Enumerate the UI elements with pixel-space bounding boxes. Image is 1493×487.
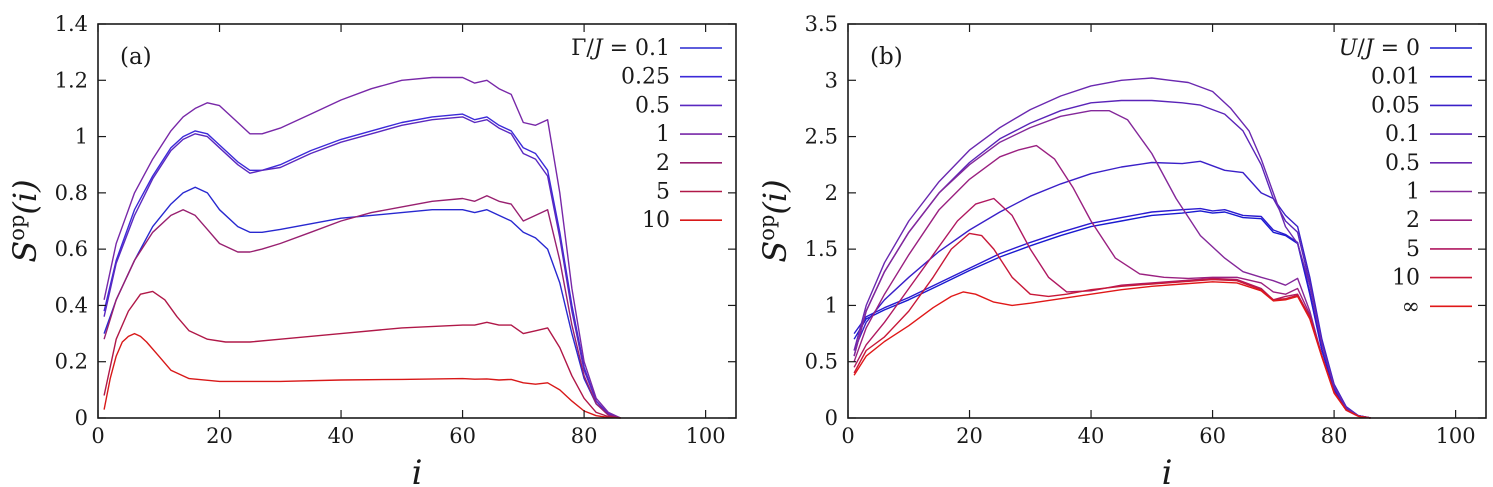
series-group (103, 76, 621, 419)
legend-label: 2 (1406, 208, 1420, 233)
legend-entry: ∞ (1402, 294, 1472, 319)
legend-entry: 5 (656, 180, 722, 205)
x-tick-label: 0 (91, 424, 104, 448)
y-tick-label: 1 (825, 293, 838, 317)
y-tick-label: 0.6 (55, 237, 88, 261)
panel-b: 0 20 40 60 80 100 0 0.5 1 1.5 2 2.5 3 3.5 (b) i Sop(i) U/… (755, 12, 1487, 487)
panel-label: (b) (870, 44, 903, 70)
y-tick-label: 1.5 (805, 237, 838, 261)
legend-entry: 0.01 (1371, 65, 1472, 90)
legend: Γ/J = 0.1 0.25 0.5 1 2 5 10 (571, 36, 722, 233)
y-tick-label: 0 (825, 406, 838, 430)
x-tick-label: 20 (956, 424, 983, 448)
y-tick-label: 2 (825, 181, 838, 205)
legend-label: 1 (1406, 180, 1420, 205)
legend-entry: 10 (1392, 266, 1472, 291)
series-line-6 (103, 332, 621, 419)
series-line-5 (853, 110, 1371, 419)
plot-frame (847, 23, 1487, 419)
x-tick-label: 20 (206, 424, 233, 448)
y-axis-label: Sop(i) (755, 179, 794, 262)
y-tick-label: 3.5 (805, 12, 838, 36)
legend-label: 0.1 (1385, 122, 1420, 147)
legend-label: 5 (1406, 237, 1420, 262)
x-axis-label: i (412, 453, 423, 487)
legend-label: 0.01 (1371, 65, 1420, 90)
series-group (853, 77, 1371, 419)
y-tick-label: 2.5 (805, 125, 838, 149)
panel-label: (a) (120, 44, 152, 70)
legend-label: 0.25 (621, 65, 670, 90)
y-tick-label: 0.8 (55, 181, 88, 205)
legend-label: ∞ (1402, 294, 1420, 319)
x-tick-label: 40 (1078, 424, 1105, 448)
series-line-3 (103, 76, 621, 419)
legend-label: 0.5 (1385, 151, 1420, 176)
legend-label: 10 (1392, 266, 1420, 291)
series-line-3 (853, 99, 1371, 419)
legend-entry: 0.05 (1371, 93, 1472, 118)
x-tick-label: 100 (686, 424, 726, 448)
legend-label: U/J = 0 (1339, 36, 1420, 61)
series-line-4 (103, 195, 621, 419)
x-tick-label: 100 (1436, 424, 1476, 448)
y-tick-label: 0.2 (55, 350, 88, 374)
legend-entry: 2 (656, 151, 722, 176)
legend-entry: 0.1 (1385, 122, 1472, 147)
series-line-2 (103, 116, 621, 419)
legend-entry: 0.5 (1385, 151, 1472, 176)
y-tick-label: 3 (825, 68, 838, 92)
series-line-0 (103, 186, 621, 419)
legend-label: 10 (642, 208, 670, 233)
legend-label: Γ/J = 0.1 (571, 36, 670, 61)
legend-entry: 1 (656, 122, 722, 147)
legend: U/J = 0 0.01 0.05 0.1 0.5 1 2 5 10 ∞ (1339, 36, 1472, 319)
y-tick-label: 0.4 (55, 293, 88, 317)
legend-entry: 0.25 (621, 65, 722, 90)
series-line-1 (853, 207, 1371, 419)
series-line-0 (853, 210, 1371, 419)
y-tick-label: 1.4 (55, 12, 88, 36)
legend-label: 0.05 (1371, 93, 1420, 118)
x-tick-label: 80 (1321, 424, 1348, 448)
y-tick-label: 1 (75, 125, 88, 149)
x-tick-label: 60 (449, 424, 476, 448)
legend-label: 5 (656, 180, 670, 205)
x-tick-label: 80 (571, 424, 598, 448)
series-line-8 (853, 232, 1371, 419)
legend-label: 1 (656, 122, 670, 147)
series-line-1 (103, 113, 621, 419)
legend-entry: Γ/J = 0.1 (571, 36, 722, 61)
panel-a: 0 20 40 60 80 100 0 0.2 0.4 0.6 0.8 1 1.2 1.4 (a) i Sop(… (5, 12, 737, 487)
legend-entry: 10 (642, 208, 722, 233)
series-line-6 (853, 144, 1371, 419)
y-tick-label: 0.5 (805, 350, 838, 374)
legend-entry: 5 (1406, 237, 1472, 262)
legend-entry: 1 (1406, 180, 1472, 205)
series-line-2 (853, 160, 1371, 419)
x-tick-label: 40 (328, 424, 355, 448)
x-tick-label: 0 (841, 424, 854, 448)
y-tick-label: 0 (75, 406, 88, 430)
series-line-4 (853, 77, 1371, 419)
legend-entry: 0.5 (635, 93, 722, 118)
series-line-5 (103, 290, 621, 419)
y-tick-label: 1.2 (55, 68, 88, 92)
legend-entry: 2 (1406, 208, 1472, 233)
legend-entry: U/J = 0 (1339, 36, 1472, 61)
legend-label: 0.5 (635, 93, 670, 118)
y-axis-label: Sop(i) (5, 179, 44, 262)
series-line-9 (853, 281, 1371, 419)
x-tick-label: 60 (1199, 424, 1226, 448)
legend-label: 2 (656, 151, 670, 176)
plot-frame (97, 23, 737, 419)
x-axis-label: i (1162, 453, 1173, 487)
